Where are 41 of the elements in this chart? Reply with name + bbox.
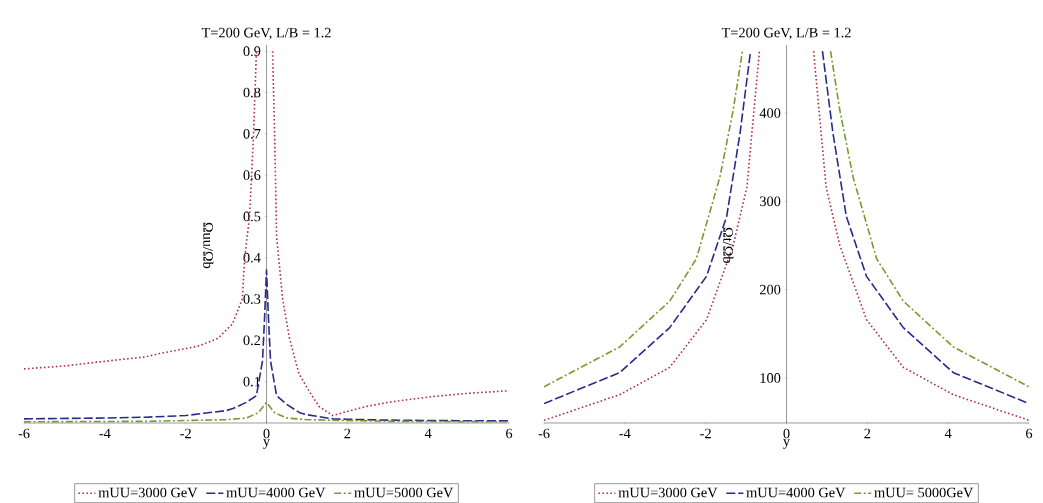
- legend-label: mUU=3000 GeV: [618, 487, 718, 498]
- x-tick-label: -2: [700, 428, 711, 439]
- y-tick-label: 200: [759, 284, 781, 295]
- x-tick-label: 2: [864, 428, 871, 439]
- x-tick-label: -4: [99, 428, 111, 439]
- y-tick-label: 0.2: [243, 335, 261, 346]
- chart-title: T=200 GeV, L/B = 1.2: [721, 27, 851, 40]
- legend-label: mUU=5000 GeV: [354, 487, 454, 498]
- x-tick-label: -6: [18, 428, 30, 439]
- legend-label: mUU= 5000GeV: [874, 487, 974, 498]
- x-tick-label: 4: [944, 428, 952, 439]
- y-tick-label: 0.1: [243, 376, 261, 387]
- y-tick-label: 0.9: [243, 46, 261, 57]
- y-axis-title: Ωt/Ωb: [723, 227, 734, 264]
- x-axis-title: y: [263, 439, 271, 449]
- legend-label: mUU=3000 GeV: [98, 487, 198, 498]
- y-axis-title: Ωuu/Ωb: [203, 222, 214, 269]
- line-series: [24, 401, 510, 423]
- x-tick-label: 4: [424, 428, 432, 439]
- y-tick-label: 0.7: [243, 129, 261, 139]
- legend-label: mUU=4000 GeV: [746, 487, 846, 498]
- y-tick-label: 0.3: [243, 294, 261, 304]
- y-tick-label: 0.4: [243, 252, 261, 263]
- x-tick-label: 6: [506, 428, 513, 439]
- legend-label: mUU=4000 GeV: [226, 487, 326, 498]
- x-tick-label: -4: [619, 428, 631, 439]
- y-tick-label: 0.8: [243, 87, 261, 98]
- x-tick-label: -2: [180, 428, 191, 439]
- x-tick-label: 0: [263, 428, 270, 439]
- y-tick-label: 300: [760, 196, 781, 207]
- x-tick-label: 0: [783, 428, 790, 439]
- y-tick-label: 0.6: [243, 170, 261, 181]
- x-tick-label: 6: [1026, 428, 1033, 439]
- x-tick-label: -6: [538, 428, 550, 439]
- y-tick-label: 400: [759, 108, 781, 118]
- x-tick-label: 2: [344, 428, 351, 439]
- x-axis-title: y: [783, 439, 791, 449]
- line-series: [24, 269, 510, 422]
- y-tick-label: 0.5: [243, 211, 261, 222]
- chart-title: T=200 GeV, L/B = 1.2: [201, 27, 331, 40]
- y-tick-label: 100: [760, 373, 781, 383]
